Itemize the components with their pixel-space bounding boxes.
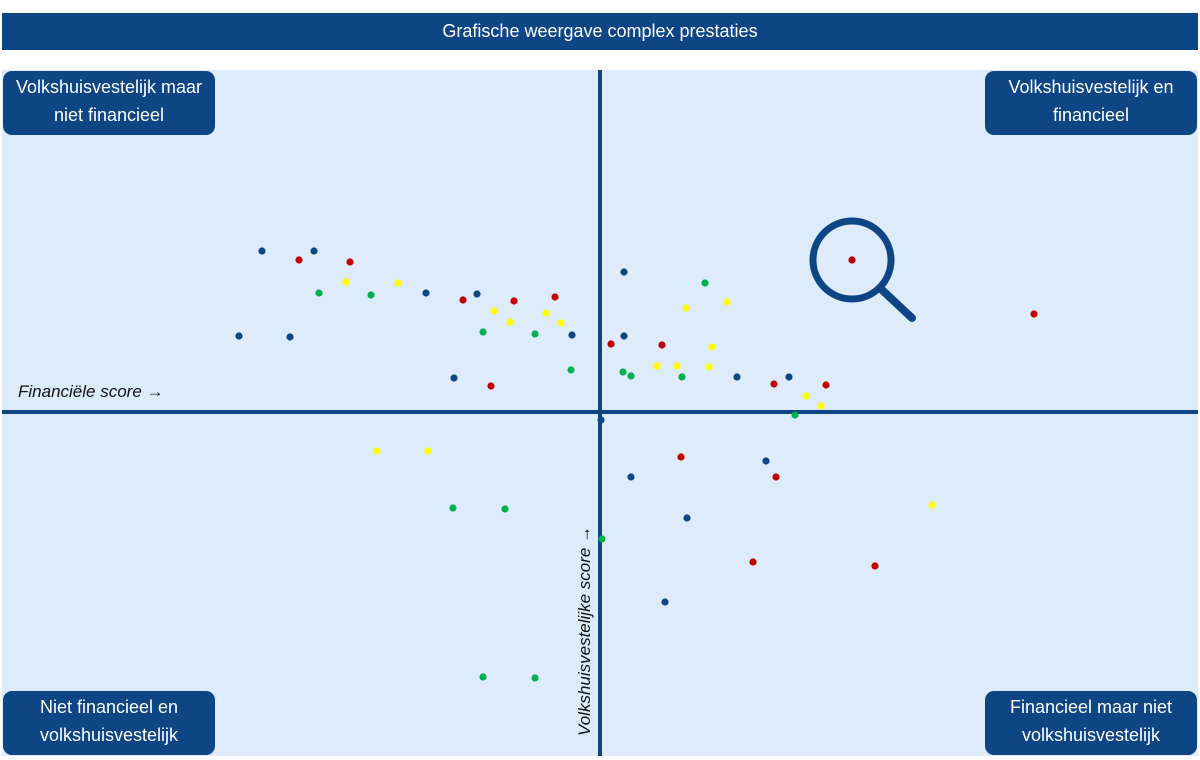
- data-point-red-0: [295, 256, 303, 264]
- quadrant-label-bottom-left: Niet financieel en volkshuisvestelijk: [3, 691, 215, 755]
- data-point-blue-10: [733, 373, 741, 381]
- data-point-red-13: [772, 473, 780, 481]
- data-point-yellow-10: [673, 362, 681, 370]
- data-point-yellow-11: [705, 363, 713, 371]
- data-point-blue-11: [785, 373, 793, 381]
- data-point-green-12: [598, 535, 606, 543]
- data-point-green-9: [791, 411, 799, 419]
- data-point-blue-15: [762, 457, 770, 465]
- data-point-blue-14: [683, 514, 691, 522]
- data-point-yellow-6: [682, 304, 690, 312]
- data-point-yellow-5: [557, 319, 565, 327]
- data-point-blue-8: [620, 268, 628, 276]
- data-point-blue-9: [620, 332, 628, 340]
- data-point-green-5: [619, 368, 627, 376]
- data-point-yellow-0: [342, 278, 350, 286]
- data-point-blue-6: [568, 331, 576, 339]
- quadrant-label-top-left: Volkshuisvestelijk maar niet financieel: [3, 71, 215, 135]
- data-point-red-11: [1030, 310, 1038, 318]
- data-point-yellow-2: [490, 307, 498, 315]
- data-point-blue-7: [450, 374, 458, 382]
- data-point-green-7: [678, 373, 686, 381]
- data-point-blue-12: [597, 416, 605, 424]
- data-point-blue-1: [310, 247, 318, 255]
- data-point-green-3: [531, 330, 539, 338]
- magnifier-lens: [809, 217, 895, 303]
- data-point-red-7: [658, 341, 666, 349]
- x-axis-title: Financiële score →: [18, 382, 164, 401]
- data-point-green-4: [567, 366, 575, 374]
- data-point-blue-0: [258, 247, 266, 255]
- data-point-yellow-14: [373, 447, 381, 455]
- data-point-yellow-9: [653, 362, 661, 370]
- data-point-red-5: [487, 382, 495, 390]
- data-point-blue-2: [235, 332, 243, 340]
- y-axis-line: [598, 70, 602, 756]
- magnifier-icon: [809, 217, 916, 322]
- data-point-green-13: [479, 673, 487, 681]
- data-point-yellow-1: [394, 279, 402, 287]
- data-point-yellow-4: [542, 309, 550, 317]
- data-point-yellow-8: [708, 343, 716, 351]
- data-point-red-2: [459, 296, 467, 304]
- data-point-green-2: [479, 328, 487, 336]
- data-point-red-1: [346, 258, 354, 266]
- data-point-yellow-15: [424, 447, 432, 455]
- chart-title: Grafische weergave complex prestaties: [2, 13, 1198, 50]
- y-axis-title: Volkshuisvestelijke score →: [575, 525, 594, 736]
- data-point-blue-5: [473, 290, 481, 298]
- data-point-red-3: [510, 297, 518, 305]
- data-point-yellow-16: [928, 501, 936, 509]
- data-point-red-8: [770, 380, 778, 388]
- data-point-green-1: [367, 291, 375, 299]
- magnifier-handle: [876, 284, 916, 322]
- data-point-yellow-3: [506, 318, 514, 326]
- data-point-green-10: [449, 504, 457, 512]
- data-point-green-6: [627, 372, 635, 380]
- data-point-blue-3: [286, 333, 294, 341]
- data-point-green-8: [701, 279, 709, 287]
- data-point-yellow-12: [802, 392, 810, 400]
- data-point-yellow-13: [817, 402, 825, 410]
- quadrant-label-top-right: Volkshuisvestelijk en financieel: [985, 71, 1197, 135]
- data-point-blue-16: [661, 598, 669, 606]
- data-point-red-15: [871, 562, 879, 570]
- data-point-red-14: [749, 558, 757, 566]
- data-point-green-0: [315, 289, 323, 297]
- data-point-green-14: [531, 674, 539, 682]
- data-point-red-4: [551, 293, 559, 301]
- data-point-yellow-7: [723, 298, 731, 306]
- data-point-red-9: [822, 381, 830, 389]
- data-point-red-12: [677, 453, 685, 461]
- quadrant-label-bottom-right: Financieel maar niet volkshuisvestelijk: [985, 691, 1197, 755]
- data-point-red-6: [607, 340, 615, 348]
- scatter-points: [235, 247, 1038, 682]
- data-point-blue-13: [627, 473, 635, 481]
- data-point-blue-4: [422, 289, 430, 297]
- data-point-green-11: [501, 505, 509, 513]
- data-point-red-10: [848, 256, 856, 264]
